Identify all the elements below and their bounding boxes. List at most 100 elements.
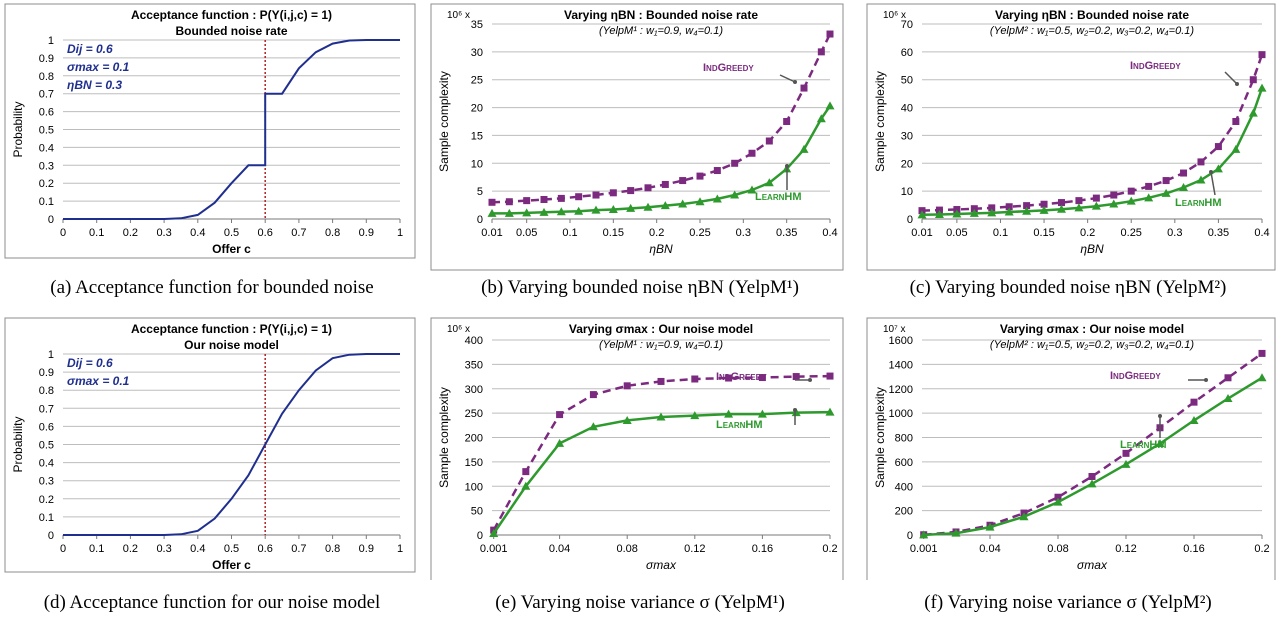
chart-subtitle: Bounded noise rate — [175, 24, 287, 38]
y-tick-label: 1 — [48, 349, 54, 361]
data-point — [1121, 459, 1131, 468]
data-point — [826, 372, 834, 380]
chart-subtitle: Our noise model — [184, 338, 279, 352]
y-tick-label: 1200 — [889, 384, 913, 396]
data-point — [1214, 143, 1222, 151]
y-tick-label: 0.2 — [39, 494, 54, 506]
y-tick-label: 25 — [471, 75, 483, 87]
data-point — [488, 198, 496, 206]
chart-subtitle: (YelpM² : w₁=0.5, w₂=0.2, w₃=0.2, w₄=0.1… — [990, 339, 1194, 351]
data-point — [1223, 394, 1233, 402]
x-tick-label: 0.1 — [89, 543, 104, 555]
y-tick-label: 0.1 — [39, 512, 54, 524]
panel-border — [430, 3, 844, 271]
data-point — [1155, 439, 1165, 448]
label-arrow-head — [1204, 378, 1208, 382]
data-point — [695, 197, 705, 206]
data-point — [1257, 83, 1267, 92]
y-tick-label: 0 — [907, 530, 913, 542]
chart-title: Varying ηBN : Bounded noise rate — [564, 8, 758, 22]
data-point — [825, 101, 835, 110]
data-point — [539, 207, 549, 216]
x-tick-label: 1 — [397, 227, 403, 239]
y-tick-label: 1 — [48, 35, 54, 47]
data-point — [1258, 51, 1266, 59]
y-tick-label: 150 — [465, 457, 483, 469]
annotation: ηBN = 0.3 — [67, 78, 122, 92]
data-point — [1122, 449, 1130, 457]
caption-a: (a) Acceptance function for bounded nois… — [50, 277, 374, 298]
caption-d: (d) Acceptance function for our noise mo… — [43, 592, 381, 613]
chart-title: Varying σmax : Our noise model — [569, 322, 753, 336]
y-tick-label: 0.4 — [39, 458, 54, 470]
panel-border — [4, 3, 416, 259]
data-point — [1196, 175, 1206, 184]
data-point — [825, 407, 835, 416]
caption-e: (e) Varying noise variance σ (YelpM¹) — [495, 592, 785, 613]
y-tick-label: 0 — [907, 214, 913, 226]
data-point — [574, 206, 584, 215]
data-point — [1249, 76, 1257, 84]
chart-svg: 00.10.20.30.40.50.60.70.80.910 0.1 0.2 0.3 0… — [4, 3, 1276, 585]
y-tick-label: 1600 — [889, 335, 913, 347]
data-point — [816, 114, 826, 123]
x-tick-label: 0.01 — [911, 227, 932, 239]
acceptance-curve — [63, 39, 400, 220]
data-point — [730, 190, 740, 199]
x-axis-label: ηBN — [649, 242, 673, 256]
data-point — [656, 412, 666, 421]
x-tick-label: 0.4 — [822, 227, 837, 239]
x-tick-label: 0.2 — [822, 543, 837, 555]
x-tick-label: 0.2 — [1254, 543, 1269, 555]
y-tick-label: 10 — [471, 158, 483, 170]
y-tick-label: 1000 — [889, 408, 913, 420]
data-point — [521, 481, 531, 490]
scale-label: 10⁶ x — [447, 324, 470, 335]
y-tick-label: 60 — [901, 47, 913, 59]
data-point — [678, 199, 688, 208]
data-point — [1092, 194, 1100, 202]
x-axis-label: σmax — [646, 558, 677, 572]
data-point — [690, 411, 700, 420]
data-point — [1004, 207, 1014, 216]
x-tick-label: 0.8 — [325, 227, 340, 239]
y-tick-label: 300 — [465, 384, 483, 396]
x-tick-label: 0.35 — [1208, 227, 1229, 239]
data-point — [748, 149, 756, 157]
y-tick-label: 20 — [901, 158, 913, 170]
series-label-indgreedy: IndGreedy — [703, 62, 754, 74]
x-tick-label: 0.001 — [480, 543, 508, 555]
label-arrow-head — [808, 378, 812, 382]
data-point — [1019, 512, 1029, 521]
label-arrow — [1210, 171, 1216, 196]
chart-panel-5: 0 200 400 600 800 1000 1200 1400 1600 0.001 0.04 0.… — [866, 317, 1276, 585]
y-tick-label: 15 — [471, 130, 483, 142]
x-tick-label: 0.16 — [1183, 543, 1204, 555]
data-point — [1074, 203, 1084, 212]
series-label-learnhm: LearnHM — [755, 191, 802, 203]
data-point — [731, 159, 739, 167]
data-point — [505, 198, 513, 206]
x-tick-label: 0.15 — [1033, 227, 1054, 239]
data-point — [1040, 200, 1048, 208]
y-axis-label: Sample complexity — [437, 71, 451, 172]
y-tick-label: 30 — [471, 47, 483, 59]
x-tick-label: 0.001 — [910, 543, 938, 555]
y-tick-label: 0 — [477, 214, 483, 226]
annotation: Dij = 0.6 — [67, 42, 113, 56]
x-tick-label: 0.2 — [649, 227, 664, 239]
x-tick-label: 0.05 — [516, 227, 537, 239]
y-tick-label: 1400 — [889, 359, 913, 371]
data-point — [970, 205, 978, 213]
data-point — [783, 118, 791, 125]
scale-label: 10⁷ x — [883, 324, 906, 335]
x-tick-label: 0.04 — [549, 543, 570, 555]
data-point — [522, 468, 530, 476]
data-point — [765, 137, 773, 145]
data-point — [1109, 199, 1119, 208]
series-label-indgreedy: IndGreedy — [1110, 370, 1161, 382]
data-point — [696, 172, 704, 180]
data-point — [1161, 188, 1171, 197]
data-point — [1088, 473, 1096, 480]
x-axis-label: Offer c — [212, 558, 251, 572]
